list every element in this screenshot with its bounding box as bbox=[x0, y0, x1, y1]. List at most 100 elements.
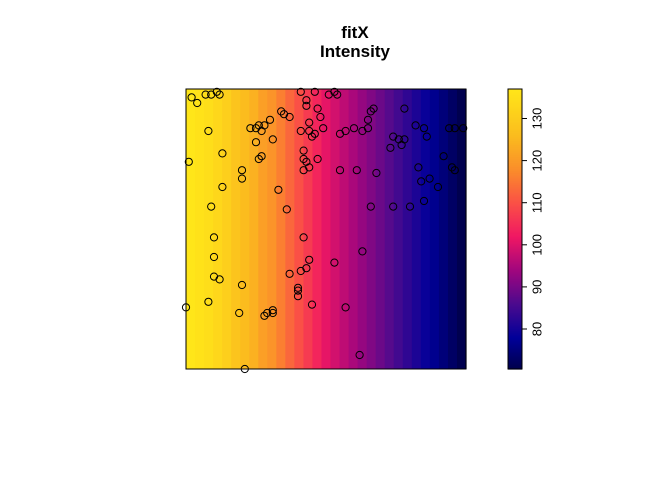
colorbar bbox=[508, 89, 522, 370]
data-point bbox=[307, 300, 317, 309]
colorbar-segment bbox=[508, 191, 522, 194]
colorbar-segment bbox=[508, 161, 522, 164]
colorbar-segment bbox=[508, 341, 522, 344]
colorbar-segment bbox=[508, 259, 522, 262]
data-point bbox=[366, 202, 375, 211]
intensity-column bbox=[240, 89, 250, 369]
data-point bbox=[305, 255, 314, 264]
colorbar-segment bbox=[508, 339, 522, 342]
intensity-column bbox=[195, 89, 205, 369]
intensity-column bbox=[366, 89, 377, 369]
data-point bbox=[235, 308, 244, 318]
data-point bbox=[355, 350, 364, 360]
colorbar-segment bbox=[508, 151, 522, 154]
data-point bbox=[201, 90, 210, 99]
data-point bbox=[400, 104, 409, 113]
colorbar-segment bbox=[508, 333, 522, 336]
data-point bbox=[307, 132, 317, 141]
colorbar-segment bbox=[508, 171, 522, 174]
data-point bbox=[450, 124, 459, 133]
colorbar-segment bbox=[508, 175, 522, 178]
colorbar-segment bbox=[508, 157, 522, 160]
colorbar-segment bbox=[508, 325, 522, 328]
colorbar-segment bbox=[508, 275, 522, 278]
colorbar-segment bbox=[508, 167, 522, 170]
data-point bbox=[333, 90, 342, 99]
colorbar-segment bbox=[508, 199, 522, 202]
colorbar-segment bbox=[508, 285, 522, 288]
colorbar-segment bbox=[508, 93, 522, 96]
colorbar-segment bbox=[508, 185, 522, 188]
intensity-column bbox=[231, 89, 241, 369]
data-point bbox=[251, 138, 261, 147]
colorbar-segment bbox=[508, 363, 522, 366]
data-point bbox=[335, 166, 345, 175]
colorbar-segment bbox=[508, 179, 522, 182]
colorbar-segment bbox=[508, 331, 522, 334]
colorbar-segment bbox=[508, 231, 522, 234]
plot-frame bbox=[185, 88, 467, 370]
colorbar-segment bbox=[508, 327, 522, 330]
intensity-column bbox=[456, 89, 467, 369]
data-point bbox=[417, 177, 426, 186]
data-point bbox=[209, 252, 219, 262]
intensity-column bbox=[303, 89, 314, 369]
colorbar-segment bbox=[508, 255, 522, 258]
colorbar-segment bbox=[508, 131, 522, 134]
colorbar-segment bbox=[508, 307, 522, 310]
data-point bbox=[204, 297, 213, 306]
colorbar-segment bbox=[508, 293, 522, 296]
intensity-column bbox=[393, 89, 404, 369]
colorbar-tick-label: 130 bbox=[529, 108, 544, 130]
data-point bbox=[237, 166, 247, 175]
intensity-column bbox=[357, 89, 368, 369]
colorbar-segment bbox=[508, 233, 522, 236]
intensity-column bbox=[258, 89, 268, 369]
colorbar-segment bbox=[508, 311, 522, 314]
data-point bbox=[330, 87, 339, 96]
colorbar-segment bbox=[508, 323, 522, 326]
colorbar-segment bbox=[508, 355, 522, 358]
data-point bbox=[268, 135, 277, 144]
colorbar-segment bbox=[508, 227, 522, 230]
data-point bbox=[363, 115, 373, 124]
data-point bbox=[215, 90, 224, 99]
data-point bbox=[277, 107, 286, 116]
colorbar-segment bbox=[508, 163, 522, 166]
data-point bbox=[237, 174, 247, 183]
data-point bbox=[282, 205, 291, 214]
intensity-column bbox=[420, 89, 431, 369]
data-point bbox=[414, 163, 423, 172]
data-point bbox=[352, 166, 361, 175]
intensity-column bbox=[438, 89, 449, 369]
data-point bbox=[310, 87, 319, 96]
data-point bbox=[293, 286, 303, 295]
colorbar-segment bbox=[508, 197, 522, 200]
colorbar-tick-label: 120 bbox=[529, 150, 544, 172]
colorbar-tick-label: 110 bbox=[529, 192, 544, 213]
colorbar-segment bbox=[508, 273, 522, 276]
colorbar-segment bbox=[508, 221, 522, 224]
data-point bbox=[422, 132, 431, 141]
data-point bbox=[299, 233, 308, 242]
data-point bbox=[341, 126, 350, 136]
colorbar-segment bbox=[508, 251, 522, 254]
data-point bbox=[369, 104, 378, 113]
colorbar-segment bbox=[508, 337, 522, 340]
colorbar-segment bbox=[508, 271, 522, 274]
data-point bbox=[316, 112, 325, 122]
colorbar-segment bbox=[508, 181, 522, 184]
colorbar-segment bbox=[508, 123, 522, 126]
data-point bbox=[181, 303, 191, 312]
intensity-column bbox=[402, 89, 413, 369]
data-point bbox=[411, 121, 420, 130]
colorbar-segment bbox=[508, 353, 522, 356]
colorbar-segment bbox=[508, 305, 522, 308]
colorbar-segment bbox=[508, 257, 522, 260]
intensity-column bbox=[375, 89, 386, 369]
data-point bbox=[274, 185, 283, 194]
colorbar-segment bbox=[508, 295, 522, 298]
colorbar-segment bbox=[508, 263, 522, 266]
data-point bbox=[389, 202, 398, 211]
colorbar-segment bbox=[508, 267, 522, 270]
